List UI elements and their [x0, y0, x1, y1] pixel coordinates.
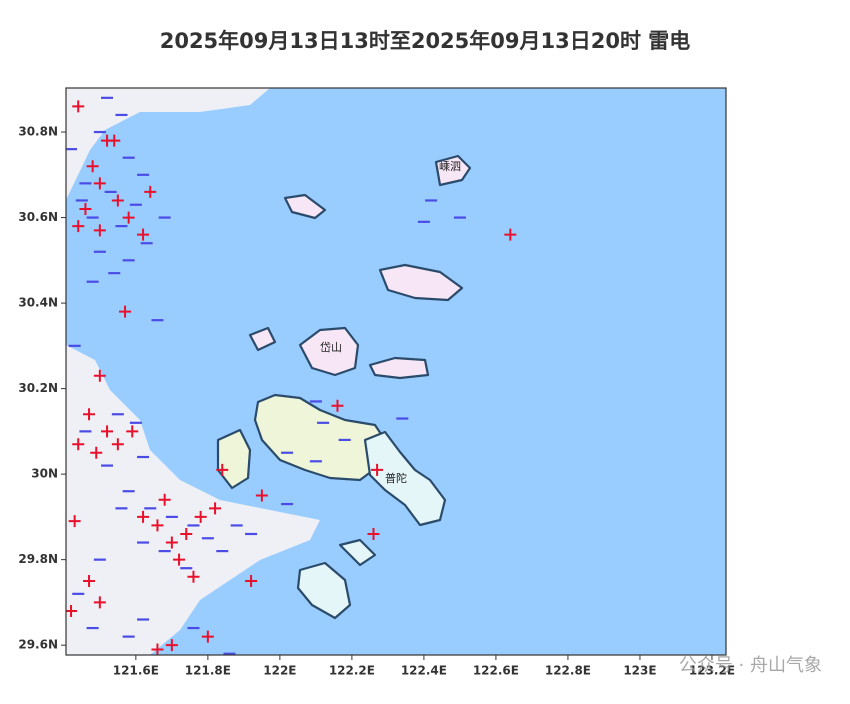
y-tick-label: 30N — [31, 467, 58, 481]
positive-strike — [173, 553, 186, 566]
positive-strike — [93, 177, 106, 190]
positive-strike — [180, 527, 193, 540]
y-tick-label: 30.8N — [18, 125, 58, 139]
positive-strike — [165, 536, 178, 549]
positive-strike — [331, 399, 344, 412]
positive-strike — [83, 408, 96, 421]
positive-strike — [151, 643, 164, 655]
x-tick-label: 123E — [623, 664, 656, 678]
positive-strike — [93, 224, 106, 237]
positive-strike — [72, 100, 85, 113]
map-title: 2025年09月13日13时至2025年09月13日20时 雷电 — [160, 29, 691, 53]
positive-strike — [86, 160, 99, 173]
positive-strike — [93, 596, 106, 609]
island-small — [283, 193, 327, 220]
axes: 121.6E 121.8E 122E 122.2E 122.4E 122.6E 122.8E… — [18, 125, 735, 678]
plot-frame — [65, 87, 727, 656]
positive-strike — [371, 463, 384, 476]
y-tick-label: 30.4N — [18, 296, 58, 310]
positive-strike — [72, 220, 85, 233]
positive-strike — [108, 134, 121, 147]
positive-strike — [111, 438, 124, 451]
positive-strike — [119, 305, 132, 318]
x-tick-label: 121.8E — [185, 664, 231, 678]
positive-strike — [137, 510, 150, 523]
positive-strike — [79, 203, 92, 216]
positive-strike — [68, 515, 81, 528]
y-tick-label: 29.6N — [18, 638, 58, 652]
positive-strike — [194, 510, 207, 523]
positive-strike — [122, 211, 135, 224]
x-tick-label: 122.6E — [473, 664, 519, 678]
island-putuo — [363, 430, 447, 527]
island-liuheng — [296, 561, 352, 620]
positive-strike — [111, 194, 124, 207]
positive-strike — [126, 425, 139, 438]
positive-strike — [245, 575, 258, 588]
positive-strike — [165, 639, 178, 652]
positive-strike — [137, 228, 150, 241]
positive-strike — [101, 425, 114, 438]
map-area: 岱山 嵊泗 普陀 — [66, 88, 726, 655]
place-label: 嵊泗 — [439, 160, 461, 173]
positive-strike — [144, 185, 157, 198]
positive-strike — [151, 519, 164, 532]
positive-strike — [83, 575, 96, 588]
watermark: 公众号 · 舟山气象 — [679, 655, 822, 676]
island-small — [248, 326, 277, 352]
positive-strike — [158, 493, 171, 506]
positive-strike — [93, 369, 106, 382]
x-tick-label: 122.4E — [401, 664, 447, 678]
positive-strike — [72, 438, 85, 451]
x-tick-label: 122E — [263, 664, 296, 678]
positive-strike — [255, 489, 268, 502]
island-qushan — [378, 263, 464, 302]
positive-strike — [90, 446, 103, 459]
y-tick-label: 30.6N — [18, 210, 58, 224]
island-changtu — [368, 356, 430, 380]
positive-strike — [216, 463, 229, 476]
x-tick-label: 122.2E — [329, 664, 375, 678]
lightning-strikes — [66, 96, 517, 655]
positive-strike — [504, 228, 517, 241]
mainland-south — [66, 345, 320, 655]
island-shengsi — [434, 154, 472, 187]
positive-strike — [209, 502, 222, 515]
positive-strike — [201, 630, 214, 643]
place-label: 普陀 — [385, 471, 407, 485]
island-daishan — [298, 326, 360, 377]
y-tick-label: 30.2N — [18, 381, 58, 395]
positive-strike — [66, 604, 78, 617]
y-tick-label: 29.8N — [18, 552, 58, 566]
positive-strike — [367, 527, 380, 540]
x-tick-label: 122.8E — [545, 664, 591, 678]
x-tick-label: 121.6E — [113, 664, 159, 678]
island-small — [338, 538, 377, 567]
x-tick-label: 123.2E — [689, 664, 735, 678]
positive-strike — [187, 570, 200, 583]
place-label: 岱山 — [320, 340, 342, 354]
